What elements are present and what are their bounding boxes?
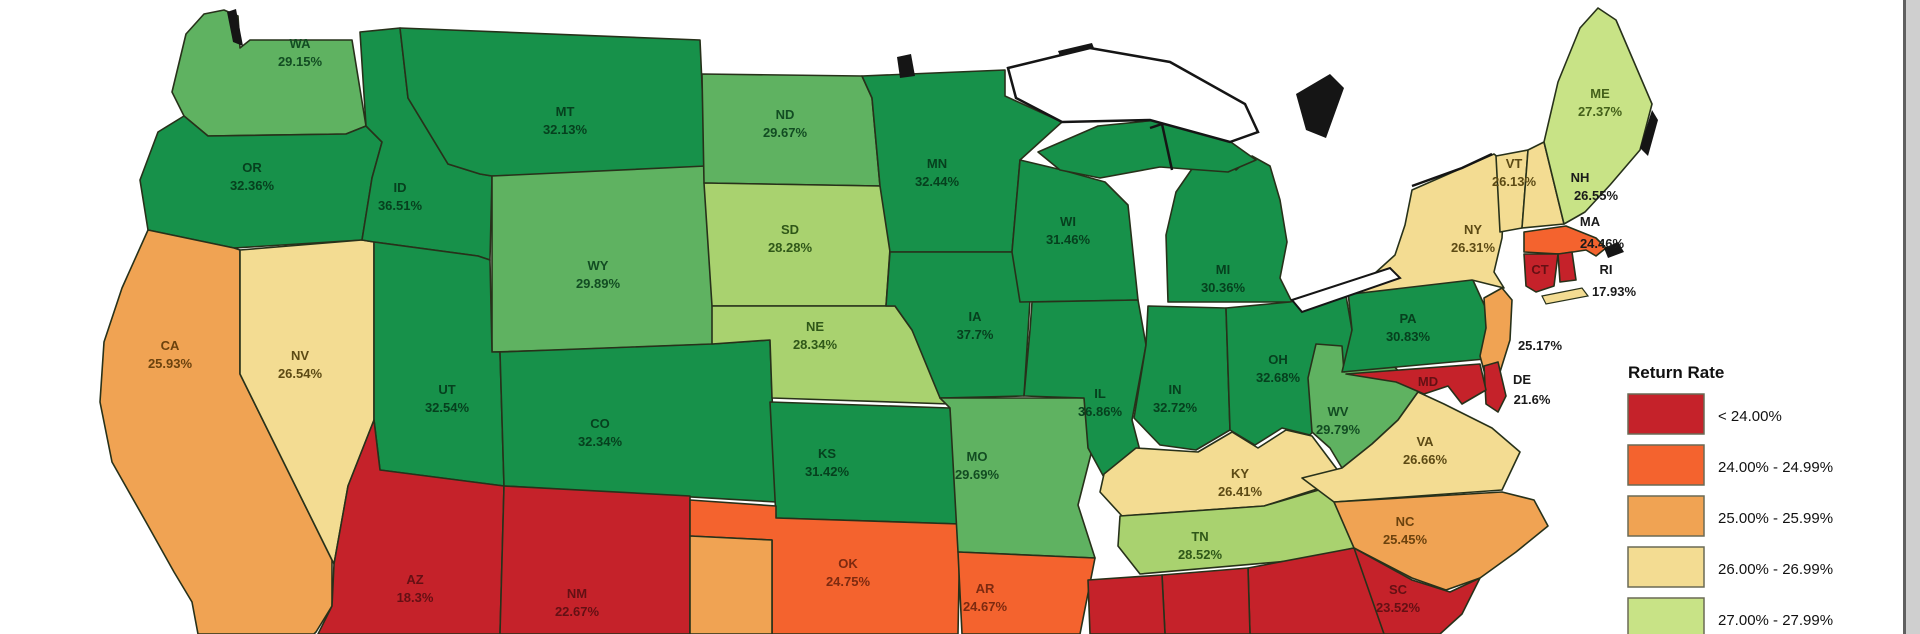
state-KY: [1099, 429, 1346, 517]
puget-sound-inlet: [227, 9, 243, 46]
legend-swatch-1: [1627, 444, 1705, 486]
state-MT: [399, 27, 707, 177]
legend-label-1: 24.00% - 24.99%: [1718, 459, 1833, 476]
state-MS: [1087, 574, 1166, 634]
state-WA: [171, 9, 367, 137]
state-MO: [939, 397, 1096, 559]
lake-ontario-shore: [1411, 152, 1493, 188]
state-AR: [957, 551, 1096, 634]
state-CT: [1523, 253, 1559, 293]
callout-ri-abbr: RI: [1600, 262, 1613, 277]
lake-of-the-woods: [897, 54, 915, 78]
state-UT: [373, 241, 505, 487]
state-WI: [1011, 159, 1139, 303]
state-RI: [1557, 251, 1577, 283]
state-IN: [1133, 305, 1231, 451]
legend: Return Rate < 24.00% 24.00% - 24.99% 25.00…: [1627, 363, 1833, 634]
callout-de-value: 21.6%: [1514, 392, 1551, 407]
state-AL: [1161, 567, 1251, 634]
state-CO: [499, 339, 777, 503]
legend-swatch-0: [1627, 393, 1705, 435]
lake-huron-georgian-bay: [1296, 74, 1344, 138]
state-NC: [1333, 491, 1549, 591]
window-edge-strip: [1903, 0, 1920, 634]
state-VA: [1301, 391, 1521, 503]
state-SC: [1347, 547, 1481, 634]
callout-de-abbr: DE: [1513, 372, 1531, 387]
state-ME: [1543, 7, 1653, 225]
lake-michigan-shore: [1149, 122, 1174, 171]
lake-superior: [1006, 46, 1260, 144]
state-DE: [1483, 361, 1507, 413]
window-edge: [1903, 0, 1920, 634]
callout-nj-value: 25.17%: [1518, 338, 1563, 353]
state-MI: [1165, 155, 1293, 303]
state-NM: [499, 485, 691, 634]
state-AZ: [317, 419, 505, 634]
legend-swatch-3: [1627, 546, 1705, 588]
maine-coast-marks: [1640, 110, 1658, 156]
lakes-and-coast-layer: [227, 9, 1658, 314]
callout-ma-abbr: MA: [1580, 214, 1601, 229]
state-ND: [701, 73, 881, 187]
state-KS: [769, 401, 961, 525]
state-WY: [491, 165, 717, 353]
legend-label-3: 26.00% - 26.99%: [1718, 561, 1833, 578]
state-MA: [1523, 225, 1607, 257]
legend-label-0: < 24.00%: [1718, 408, 1782, 425]
state-OR: [139, 115, 383, 249]
state-TX: [689, 535, 773, 634]
window-edge-line: [1903, 0, 1906, 634]
legend-label-4: 27.00% - 27.99%: [1718, 612, 1833, 629]
states-layer: [99, 7, 1653, 634]
legend-label-2: 25.00% - 25.99%: [1718, 510, 1833, 527]
long-island: [1541, 287, 1590, 305]
callout-ri-value: 17.93%: [1592, 284, 1637, 299]
cape-cod-marks: [1604, 242, 1624, 258]
state-MD: [1345, 363, 1487, 405]
legend-swatch-2: [1627, 495, 1705, 537]
legend-swatch-4: [1627, 597, 1705, 634]
legend-title: Return Rate: [1628, 363, 1724, 382]
lake-erie: [1290, 266, 1402, 314]
state-SD: [703, 182, 893, 307]
